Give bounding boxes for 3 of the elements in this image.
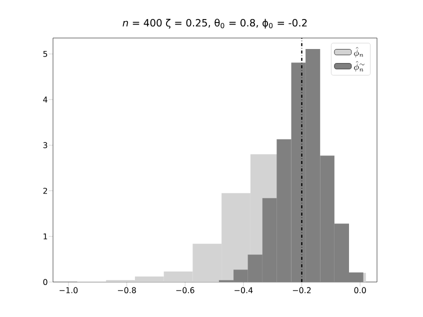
legend-label: $\hat{\phi}_n$ bbox=[354, 47, 364, 58]
legend-label: $\hat{\phi}_n^{\sim}$ bbox=[354, 61, 364, 72]
chart-title: n = 400 ζ = 0.25, θ$_{0}$ = 0.8, ϕ$_{0}$ = -0.2 bbox=[122, 18, 307, 29]
